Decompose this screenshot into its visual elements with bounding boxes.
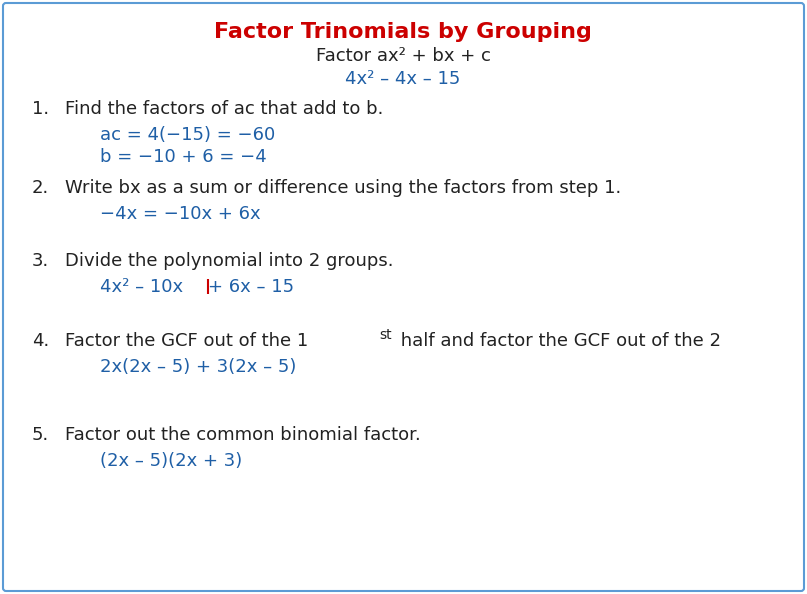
Text: Divide the polynomial into 2 groups.: Divide the polynomial into 2 groups. (65, 252, 394, 270)
Text: (2x – 5)(2x + 3): (2x – 5)(2x + 3) (100, 452, 242, 470)
Text: 5.: 5. (32, 426, 49, 444)
Text: 4x² – 10x: 4x² – 10x (100, 278, 183, 296)
Text: Factor ax² + bx + c: Factor ax² + bx + c (316, 47, 491, 65)
Text: 2x(2x – 5) + 3(2x – 5): 2x(2x – 5) + 3(2x – 5) (100, 358, 296, 376)
FancyBboxPatch shape (3, 3, 804, 591)
Text: 4x² – 4x – 15: 4x² – 4x – 15 (345, 70, 461, 88)
Text: 4.: 4. (32, 332, 49, 350)
Text: half and factor the GCF out of the 2: half and factor the GCF out of the 2 (395, 332, 721, 350)
Text: Find the factors of ac that add to b.: Find the factors of ac that add to b. (65, 100, 383, 118)
Text: ac = 4(−15) = −60: ac = 4(−15) = −60 (100, 126, 275, 144)
Text: Factor out the common binomial factor.: Factor out the common binomial factor. (65, 426, 420, 444)
Text: 1.: 1. (32, 100, 49, 118)
Text: st: st (378, 328, 391, 342)
Text: Write bx as a sum or difference using the factors from step 1.: Write bx as a sum or difference using th… (65, 179, 621, 197)
Text: b = −10 + 6 = −4: b = −10 + 6 = −4 (100, 148, 267, 166)
Text: Factor Trinomials by Grouping: Factor Trinomials by Grouping (214, 22, 592, 42)
Text: + 6x – 15: + 6x – 15 (208, 278, 295, 296)
Text: 2.: 2. (32, 179, 49, 197)
Text: 3.: 3. (32, 252, 49, 270)
Text: Factor the GCF out of the 1: Factor the GCF out of the 1 (65, 332, 308, 350)
Text: −4x = −10x + 6x: −4x = −10x + 6x (100, 205, 261, 223)
